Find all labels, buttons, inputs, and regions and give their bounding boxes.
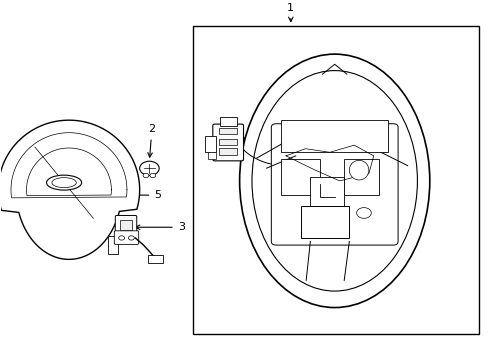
Ellipse shape [251, 71, 417, 291]
Bar [218, 148, 237, 155]
Bar [281, 120, 387, 152]
Circle shape [143, 174, 149, 177]
Bar [204, 136, 215, 152]
Text: 5: 5 [122, 190, 161, 200]
Circle shape [119, 236, 124, 240]
Ellipse shape [239, 54, 429, 307]
Bar [207, 152, 215, 159]
Bar [281, 159, 320, 195]
Circle shape [128, 236, 134, 240]
Ellipse shape [348, 160, 368, 180]
Text: 3: 3 [135, 222, 184, 232]
Ellipse shape [46, 175, 81, 190]
Bar [300, 206, 348, 238]
Text: 4: 4 [221, 133, 271, 143]
Bar [218, 128, 237, 134]
Text: 2: 2 [147, 125, 155, 157]
Circle shape [150, 174, 156, 177]
Circle shape [140, 161, 159, 175]
Polygon shape [0, 120, 140, 259]
FancyBboxPatch shape [115, 216, 137, 234]
Bar [219, 117, 236, 126]
FancyBboxPatch shape [271, 124, 397, 245]
Text: 1: 1 [287, 3, 294, 22]
Bar [148, 255, 163, 263]
Polygon shape [108, 236, 118, 254]
FancyBboxPatch shape [114, 231, 139, 244]
Bar [218, 139, 237, 145]
Circle shape [356, 208, 370, 218]
Bar [120, 220, 132, 230]
Bar [310, 177, 344, 206]
Bar [193, 26, 478, 334]
FancyBboxPatch shape [212, 124, 243, 161]
Bar [344, 159, 378, 195]
Ellipse shape [52, 177, 76, 188]
